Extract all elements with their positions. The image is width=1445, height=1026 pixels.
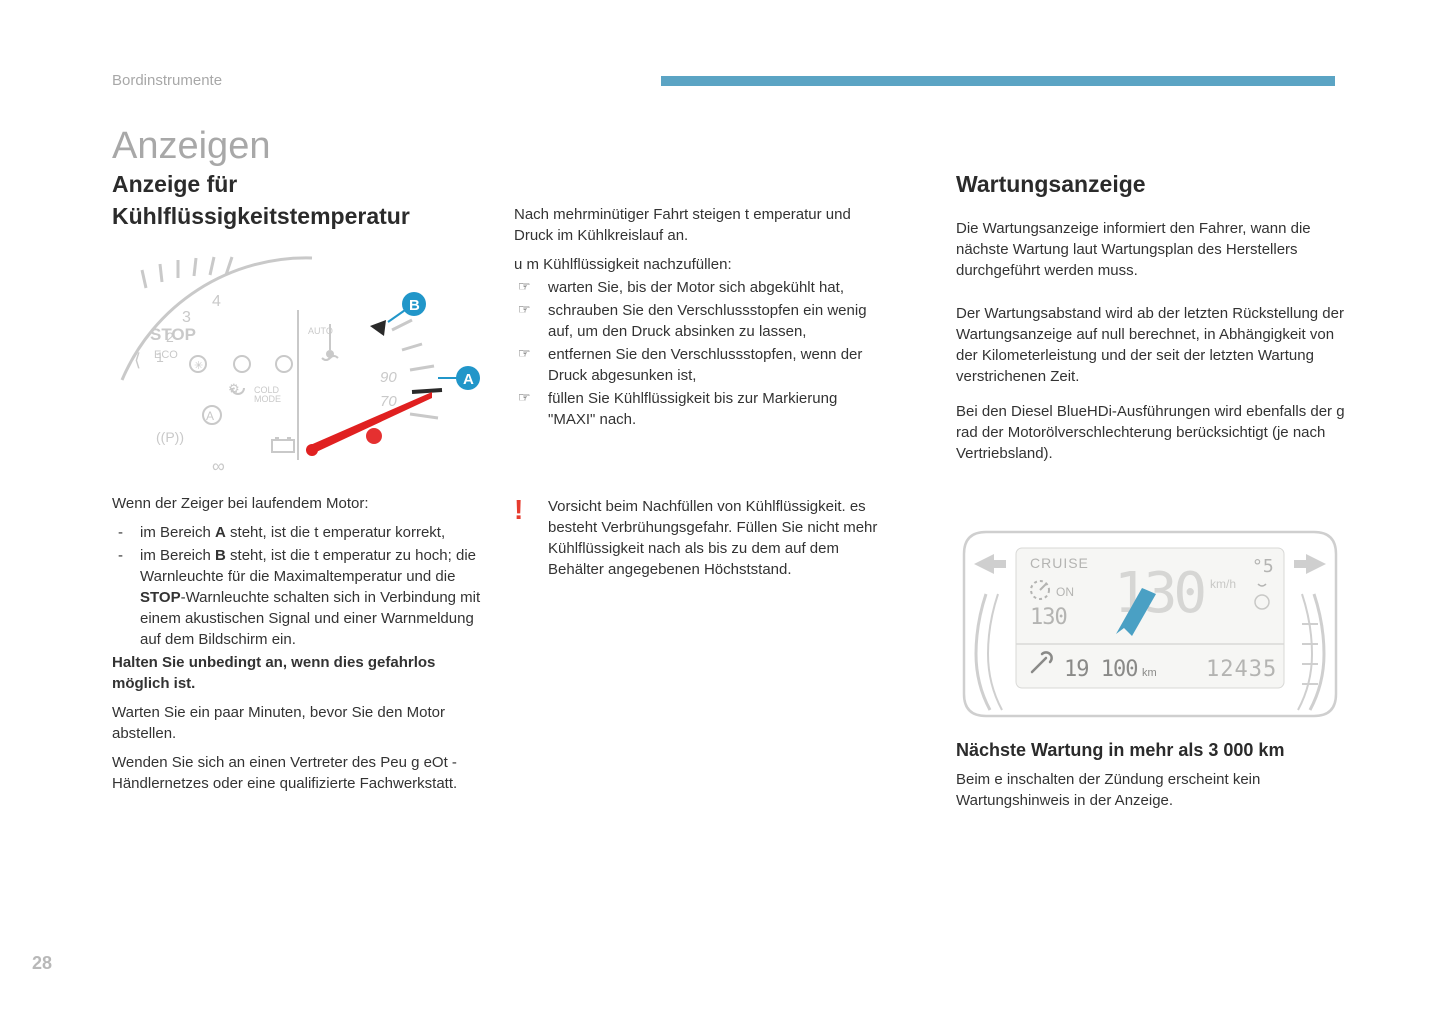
next-service-text: Beim e inschalten der Zündung erscheint …	[956, 769, 1348, 811]
service-p2: Der Wartungsabstand wird ab der letzten …	[956, 303, 1348, 387]
list-item: im Bereich B steht, ist die t emperatur …	[112, 545, 484, 650]
svg-text:4: 4	[212, 293, 221, 310]
warning-box: ! Vorsicht beim Nachfüllen von Kühlflüss…	[514, 490, 886, 586]
svg-text:km/h: km/h	[1210, 577, 1236, 591]
svg-text:STOP: STOP	[150, 325, 196, 344]
coolant-heading: Anzeige für Kühlflüssigkeitstemperatur	[112, 168, 484, 232]
svg-text:90: 90	[380, 369, 397, 386]
svg-text:⟨: ⟨	[134, 350, 141, 370]
list-item: füllen Sie Kühlflüssigkeit bis zur Marki…	[514, 388, 886, 430]
svg-text:∞: ∞	[212, 456, 225, 475]
zeiger-list: im Bereich A steht, ist die t emperatur …	[112, 522, 484, 650]
warning-text: Vorsicht beim Nachfüllen von Kühlflüssig…	[548, 496, 886, 580]
svg-text:°5: °5	[1252, 556, 1274, 577]
service-p1: Die Wartungsanzeige informiert den Fahre…	[956, 218, 1348, 281]
refill-steps: warten Sie, bis der Motor sich abgekühlt…	[514, 277, 886, 430]
refill-intro1: Nach mehrminütiger Fahrt steigen t emper…	[514, 204, 886, 246]
accent-bar	[661, 76, 1335, 86]
column-left: Anzeige für Kühlflüssigkeitstemperatur 4…	[112, 168, 484, 819]
svg-text:ON: ON	[1056, 585, 1074, 599]
service-heading: Wartungsanzeige	[956, 168, 1348, 200]
svg-text:✳: ✳	[194, 360, 203, 372]
service-p3: Bei den Diesel BlueHDi-Ausführungen wird…	[956, 401, 1348, 464]
page-number: 28	[32, 951, 52, 976]
svg-text:km: km	[1142, 667, 1157, 679]
svg-text:12435: 12435	[1206, 657, 1277, 682]
svg-text:B: B	[409, 297, 420, 314]
content-columns: Anzeige für Kühlflüssigkeitstemperatur 4…	[112, 168, 1335, 819]
next-service-heading: Nächste Wartung in mehr als 3 000 km	[956, 738, 1348, 763]
refill-intro2: u m Kühlflüssigkeit nachzufüllen:	[514, 254, 886, 275]
page-title: Anzeigen	[112, 120, 270, 173]
warning-icon: !	[514, 496, 532, 580]
bold-warning: Halten Sie unbedingt an, wenn dies gefah…	[112, 652, 484, 694]
dealer-text: Wenden Sie sich an einen Vertreter des P…	[112, 752, 484, 794]
svg-text:A: A	[206, 409, 214, 423]
svg-text:CRUISE: CRUISE	[1030, 555, 1089, 571]
gauge-svg: 4 3 2 1 STOP ECO ⟨ ✳ ⚙ A COLD MODE ((P))	[112, 250, 484, 475]
svg-text:3: 3	[182, 309, 191, 326]
list-item: warten Sie, bis der Motor sich abgekühlt…	[514, 277, 886, 298]
svg-text:ECO: ECO	[154, 349, 178, 361]
list-item: im Bereich A steht, ist die t emperatur …	[112, 522, 484, 543]
svg-text:70: 70	[380, 393, 397, 410]
display-illustration: CRUISE ON 130 130 km/h °5 19 100 km	[956, 524, 1344, 724]
breadcrumb: Bordinstrumente	[112, 70, 222, 91]
wait-text: Warten Sie ein paar Minuten, bevor Sie d…	[112, 702, 484, 744]
svg-text:⚙: ⚙	[228, 381, 240, 396]
svg-text:130: 130	[1030, 605, 1067, 630]
display-svg: CRUISE ON 130 130 km/h °5 19 100 km	[956, 524, 1344, 724]
list-item: schrauben Sie den Verschlussstopfen ein …	[514, 300, 886, 342]
svg-text:A: A	[463, 371, 474, 388]
zeiger-intro: Wenn der Zeiger bei laufendem Motor:	[112, 493, 484, 514]
svg-text:MODE: MODE	[254, 394, 281, 404]
column-right: Wartungsanzeige Die Wartungsanzeige info…	[956, 168, 1348, 819]
list-item: entfernen Sie den Verschlussstopfen, wen…	[514, 344, 886, 386]
column-middle: Nach mehrminütiger Fahrt steigen t emper…	[514, 168, 886, 819]
gauge-illustration: 4 3 2 1 STOP ECO ⟨ ✳ ⚙ A COLD MODE ((P))	[112, 250, 484, 475]
svg-text:((P)): ((P))	[156, 429, 184, 445]
svg-text:19 100: 19 100	[1064, 657, 1137, 682]
